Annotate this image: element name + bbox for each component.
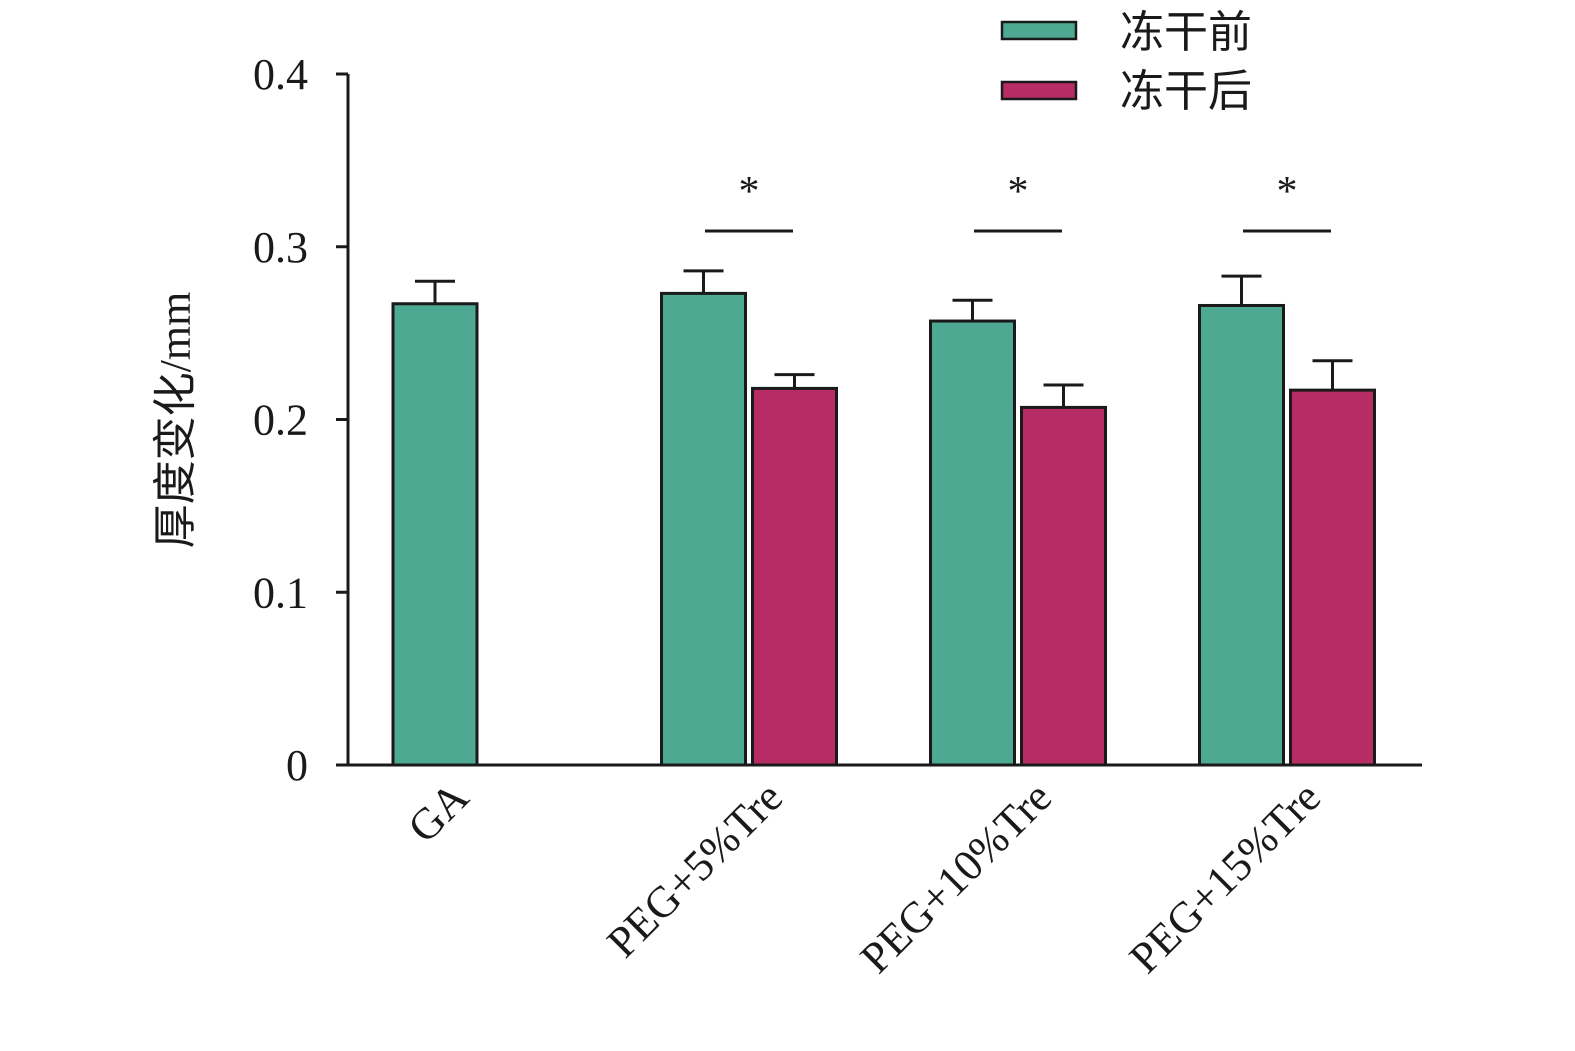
legend: 冻干前 冻干后 <box>1000 8 1252 116</box>
x-category-label-0: GA <box>398 772 478 852</box>
bar-before-3 <box>1198 303 1285 767</box>
x-category-label-1: PEG+5%Tre <box>598 772 793 967</box>
bar-before-0 <box>391 302 479 767</box>
significance-layer: * * * <box>705 169 1331 233</box>
x-category-label-2: PEG+10%Tre <box>851 772 1061 982</box>
x-axis: GA PEG+5%Tre PEG+10%Tre PEG+15%Tre <box>346 763 1422 983</box>
significance-star-1: * <box>1008 169 1029 215</box>
legend-swatch-before <box>1000 20 1078 41</box>
y-tick-label-3: 0.3 <box>253 223 308 272</box>
significance-star-0: * <box>739 169 760 215</box>
y-axis-label: 厚度变化/mm <box>151 292 200 549</box>
bar-after-3 <box>1289 388 1376 767</box>
error-bars-layer <box>415 269 1353 408</box>
bar-before-1 <box>660 291 747 767</box>
bar-after-1 <box>751 386 838 767</box>
x-category-label-3: PEG+15%Tre <box>1120 772 1330 982</box>
bar-after-2 <box>1020 405 1107 767</box>
legend-label-before: 冻干前 <box>1120 8 1252 57</box>
y-axis: 0 0.1 0.2 0.3 0.4 <box>253 50 350 790</box>
y-tick-label-1: 0.1 <box>253 568 308 617</box>
y-tick-label-4: 0.4 <box>253 50 308 99</box>
significance-star-2: * <box>1277 169 1298 215</box>
legend-label-after: 冻干后 <box>1120 67 1252 116</box>
bar-before-2 <box>929 319 1016 767</box>
y-tick-label-2: 0.2 <box>253 396 308 445</box>
y-tick-label-0: 0 <box>286 741 308 790</box>
legend-swatch-after <box>1000 80 1078 101</box>
bars-layer <box>391 291 1376 767</box>
